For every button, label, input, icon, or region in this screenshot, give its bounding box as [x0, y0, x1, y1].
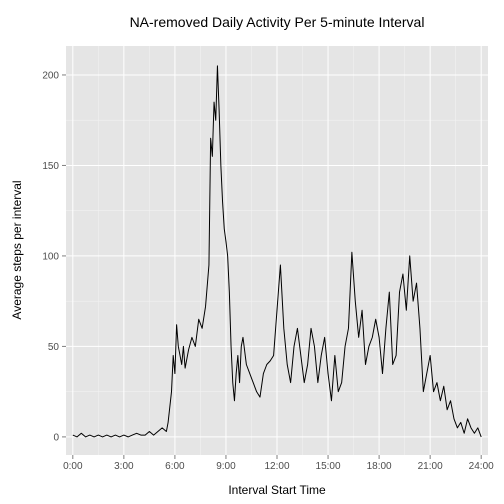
x-tick-label: 6:00 — [165, 461, 185, 472]
y-tick-label: 50 — [48, 342, 60, 353]
major-grid — [66, 46, 488, 455]
x-tick-label: 15:00 — [316, 461, 341, 472]
y-tick-label: 150 — [42, 161, 59, 172]
series-line — [72, 65, 482, 438]
y-axis: 0 50 100 150 200 — [42, 70, 66, 443]
x-tick-label: 0:00 — [63, 461, 83, 472]
x-axis: 0:00 3:00 6:00 9:00 12:00 15:00 18:00 21:00 24:0… — [63, 455, 494, 472]
x-tick-label: 3:00 — [114, 461, 134, 472]
y-tick-label: 0 — [53, 432, 59, 443]
y-tick-label: 200 — [42, 70, 59, 81]
x-tick-label: 18:00 — [367, 461, 392, 472]
x-tick-label: 12:00 — [264, 461, 289, 472]
x-tick-label: 21:00 — [418, 461, 443, 472]
y-axis-title: Average steps per interval — [10, 180, 24, 319]
x-axis-title: Interval Start Time — [228, 483, 326, 497]
x-tick-label: 9:00 — [216, 461, 236, 472]
x-tick-label: 24:00 — [469, 461, 494, 472]
y-tick-label: 100 — [42, 251, 59, 262]
chart-title: NA-removed Daily Activity Per 5-minute I… — [130, 14, 425, 30]
